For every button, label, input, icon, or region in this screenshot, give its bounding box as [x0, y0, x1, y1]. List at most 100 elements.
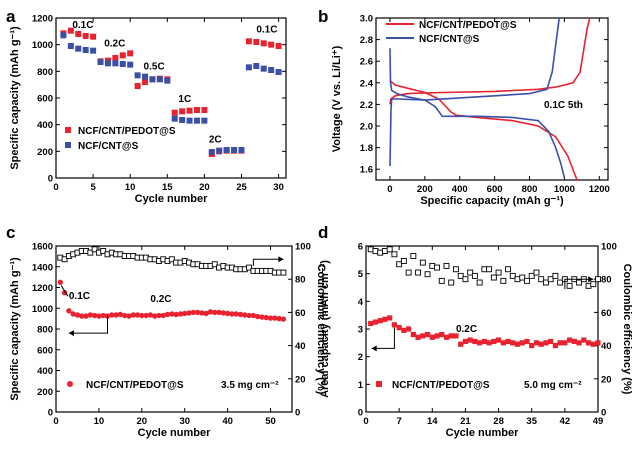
- capacity-point: [548, 338, 554, 345]
- capacity-point: [190, 309, 197, 316]
- capacity-point: [382, 316, 388, 322]
- y-tick-label: 4: [358, 297, 364, 308]
- y2-axis-title: Coulombic efficiency (%): [621, 264, 633, 395]
- y-axis-title: Specific capacity (mAh g⁻¹): [9, 257, 21, 401]
- capacity-point: [263, 314, 269, 321]
- capacity-point: [220, 310, 227, 316]
- data-point: [268, 41, 275, 48]
- capacity-point: [147, 312, 154, 318]
- data-point: [238, 147, 245, 153]
- capacity-point: [182, 310, 188, 317]
- capacity-point: [121, 312, 128, 319]
- y2-axis-title: Coulombic efficiency (%): [315, 264, 327, 395]
- capacity-point: [151, 313, 158, 319]
- efficiency-point: [87, 249, 94, 256]
- efficiency-point: [438, 277, 445, 284]
- efficiency-point: [434, 264, 440, 271]
- efficiency-point: [524, 277, 530, 284]
- data-point: [201, 117, 208, 124]
- capacity-point: [74, 312, 81, 318]
- capacity-point: [254, 313, 261, 320]
- efficiency-point: [448, 279, 455, 286]
- data-point: [90, 33, 97, 40]
- efficiency-point: [396, 261, 403, 268]
- x-tick-label: 28: [493, 416, 504, 427]
- capacity-point: [472, 338, 478, 345]
- capacity-arrow: [371, 327, 395, 349]
- capacity-point: [581, 337, 587, 343]
- efficiency-point: [509, 272, 516, 279]
- efficiency-point: [410, 253, 417, 259]
- capacity-point: [126, 313, 132, 319]
- data-point: [134, 83, 141, 89]
- y-tick-label: 600: [37, 345, 53, 356]
- efficiency-point: [381, 248, 388, 254]
- capacity-point: [538, 341, 544, 347]
- capacity-point: [224, 310, 231, 317]
- capacity-point: [491, 338, 497, 345]
- data-point: [186, 117, 193, 124]
- y-tick-label: 1.8: [360, 143, 373, 154]
- capacity-point: [585, 340, 592, 346]
- capacity-point: [453, 333, 459, 339]
- y-tick-label: 200: [37, 147, 53, 158]
- data-point: [112, 60, 119, 67]
- efficiency-point: [367, 246, 374, 253]
- rate-label: 0.1C: [69, 291, 90, 302]
- data-point: [82, 33, 89, 39]
- y2-tick-label: 80: [601, 275, 612, 286]
- legend-label: NCF/CNT/PEDOT@S: [86, 380, 184, 391]
- data-point: [201, 107, 208, 113]
- data-point: [171, 115, 178, 122]
- x-tick-label: 21: [460, 416, 471, 427]
- legend-label: NCF/CNT@S: [78, 141, 139, 152]
- capacity-point: [259, 314, 265, 320]
- data-point: [245, 38, 252, 45]
- y-tick-label: 800: [37, 67, 53, 78]
- y-tick-label: 200: [37, 387, 53, 398]
- data-point: [193, 117, 200, 124]
- capacity-point: [391, 322, 398, 328]
- capacity-point: [70, 311, 76, 317]
- data-point: [142, 79, 149, 85]
- data-point: [127, 50, 134, 57]
- efficiency-point: [552, 272, 559, 279]
- x-tick-label: 0: [53, 182, 58, 193]
- y-tick-label: 6: [358, 242, 363, 253]
- capacity-point: [242, 312, 248, 318]
- capacity-point: [477, 340, 483, 346]
- y-tick-label: 2.2: [360, 100, 373, 111]
- efficiency-point: [462, 276, 469, 283]
- capacity-point: [109, 312, 115, 318]
- arrow-head: [68, 330, 74, 337]
- y-tick-label: 0: [358, 408, 363, 419]
- y-tick-label: 600: [37, 94, 53, 105]
- capacity-point: [229, 311, 235, 317]
- x-tick-label: 10: [94, 416, 105, 427]
- capacity-point: [96, 313, 102, 319]
- capacity-point: [500, 340, 506, 346]
- efficiency-point: [476, 279, 483, 286]
- data-point: [134, 72, 141, 79]
- data-point: [208, 149, 215, 155]
- data-point: [67, 43, 74, 49]
- efficiency-point: [400, 257, 407, 264]
- x-axis-title: Specific capacity (mAh g⁻¹): [420, 195, 564, 207]
- capacity-point: [164, 311, 171, 318]
- legend-label: NCF/CNT/PEDOT@S: [392, 380, 490, 391]
- capacity-point: [406, 326, 412, 332]
- y2-tick-label: 60: [295, 308, 306, 319]
- capacity-point: [66, 308, 72, 314]
- efficiency-point: [453, 266, 459, 273]
- x-tick-label: 7: [396, 416, 401, 427]
- efficiency-point: [528, 272, 535, 279]
- efficiency-point: [495, 269, 502, 276]
- panel-a-plot: 0 5 10 15 20 25 30 0 200 400 600 800 1000 1200 Cycle n…: [9, 14, 287, 205]
- efficiency-point: [542, 279, 549, 286]
- efficiency-point: [443, 262, 450, 269]
- data-point: [275, 43, 282, 49]
- capacity-point: [199, 310, 205, 316]
- rate-label: 0.1C: [256, 25, 277, 36]
